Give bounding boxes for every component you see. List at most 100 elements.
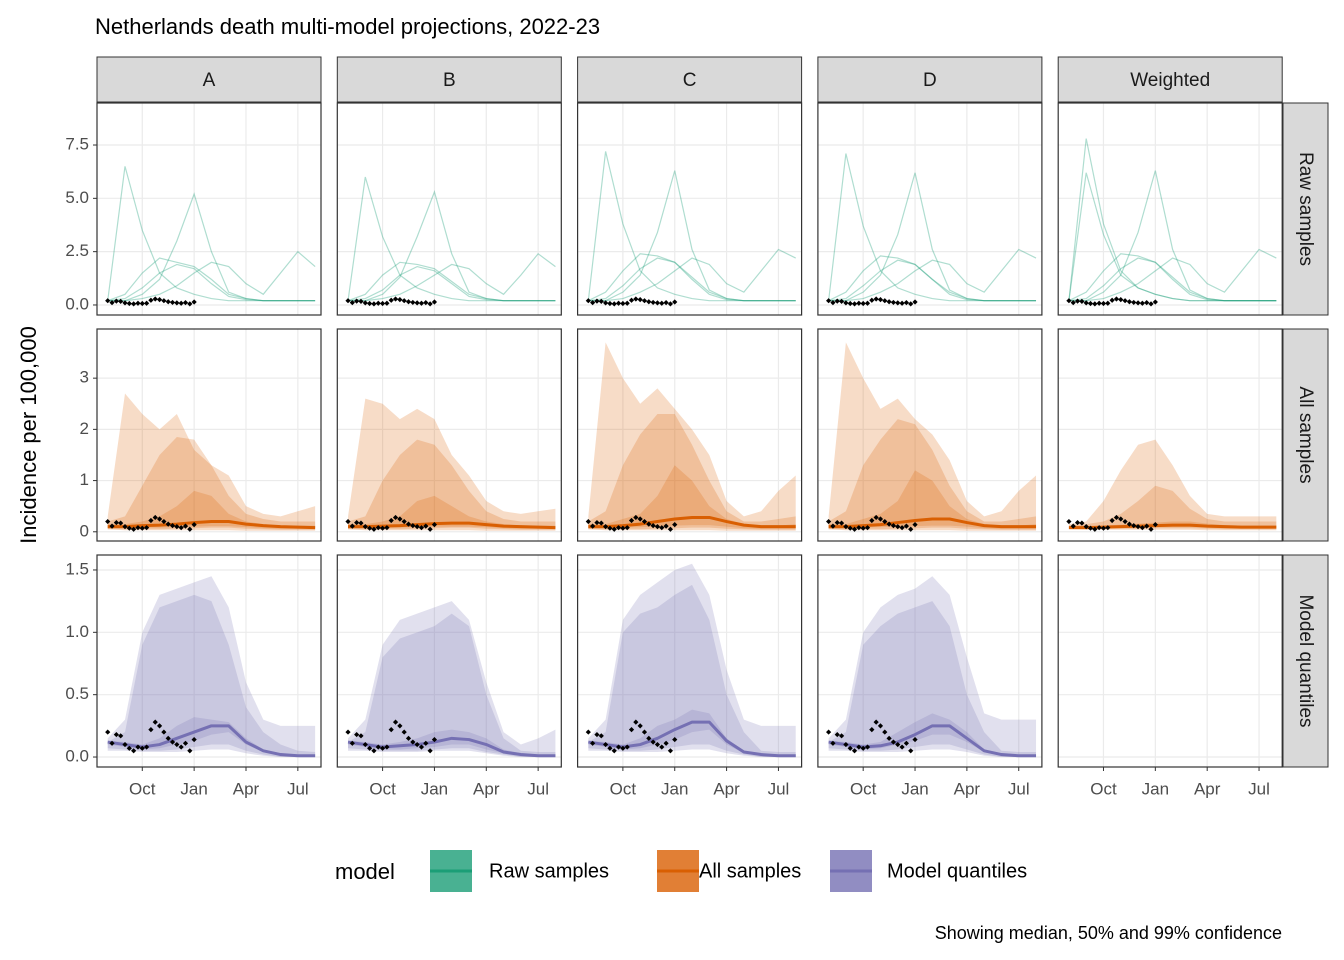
- observed-point: [860, 745, 866, 751]
- observed-point: [672, 299, 678, 305]
- observed-point: [144, 744, 150, 750]
- observed-point: [663, 740, 669, 746]
- observed-point: [1109, 517, 1115, 524]
- observed-point: [405, 735, 412, 741]
- observed-point: [830, 300, 836, 306]
- legend-title: model: [335, 859, 395, 884]
- observed-point: [423, 523, 429, 529]
- confidence-band: [1068, 439, 1277, 531]
- panel-border: [336, 554, 562, 768]
- observed-point: [624, 300, 630, 306]
- observed-point: [899, 525, 905, 531]
- panel-background: [1058, 555, 1283, 767]
- observed-point: [165, 521, 171, 527]
- observed-point: [367, 300, 373, 307]
- observed-point: [615, 744, 622, 750]
- observed-point: [156, 723, 163, 729]
- observed-point: [1148, 526, 1154, 532]
- observed-point: [165, 735, 171, 741]
- panel: [817, 554, 1043, 768]
- observed-point: [882, 298, 888, 304]
- observed-point: [659, 525, 665, 531]
- y-tick-label: 1: [80, 470, 89, 489]
- legend-label: Model quantiles: [887, 860, 1027, 882]
- observed-point: [131, 526, 137, 532]
- observed-point: [405, 299, 412, 305]
- observed-point: [156, 516, 163, 522]
- observed-point: [122, 524, 128, 530]
- observed-point: [139, 300, 145, 307]
- observed-point: [105, 729, 111, 735]
- confidence-band: [588, 563, 796, 758]
- observed-point: [371, 748, 377, 754]
- observed-point: [118, 520, 124, 526]
- panel-border: [336, 328, 562, 542]
- observed-point: [843, 741, 849, 748]
- observed-point: [388, 726, 394, 733]
- sample-line: [107, 166, 316, 302]
- observed-point: [384, 744, 390, 750]
- observed-point: [1131, 523, 1137, 529]
- observed-point: [607, 745, 613, 751]
- observed-point: [633, 719, 639, 725]
- y-tick-label: 0: [80, 521, 89, 540]
- y-tick-label: 0.0: [65, 747, 89, 766]
- observed-point: [1144, 523, 1150, 529]
- observed-point: [620, 300, 626, 307]
- legend-item: Model quantiles: [830, 850, 1027, 892]
- observed-point: [139, 525, 145, 531]
- observed-point: [109, 300, 115, 306]
- observed-point: [375, 525, 381, 531]
- confidence-band: [107, 717, 316, 758]
- facet-strip: [577, 56, 803, 103]
- observed-point: [135, 525, 141, 531]
- observed-point: [869, 297, 875, 303]
- sample-line: [828, 153, 1037, 302]
- panel-data: [1066, 138, 1277, 307]
- observed-point: [379, 300, 386, 307]
- observed-point: [1139, 300, 1145, 306]
- confidence-band: [588, 465, 796, 529]
- panel: [96, 328, 322, 542]
- observed-point: [152, 719, 158, 725]
- observed-point: [882, 729, 888, 735]
- observed-point: [379, 525, 386, 531]
- observed-point: [174, 741, 180, 748]
- sample-line: [828, 259, 1037, 302]
- x-tick-label: Jul: [768, 779, 790, 798]
- facet-label: A: [203, 70, 216, 91]
- observed-point: [1122, 298, 1128, 304]
- panel-background: [817, 329, 1042, 541]
- observed-point: [864, 525, 871, 531]
- observed-point: [131, 748, 137, 754]
- observed-point: [418, 744, 425, 750]
- observed-point: [174, 300, 180, 306]
- panel-background: [337, 103, 562, 315]
- observed-point: [1083, 524, 1089, 530]
- observed-point: [598, 733, 604, 739]
- observed-point: [178, 525, 184, 531]
- observed-point: [646, 299, 652, 305]
- observed-point: [126, 525, 132, 531]
- observed-point: [161, 518, 167, 525]
- observed-point: [877, 297, 884, 303]
- observed-point: [388, 297, 394, 303]
- observed-point: [603, 300, 609, 306]
- y-axis-label: Incidence per 100,000: [16, 326, 41, 544]
- observed-point: [191, 299, 197, 305]
- observed-point: [174, 524, 180, 530]
- panel-data: [105, 576, 316, 758]
- observed-point: [148, 517, 154, 524]
- observed-point: [178, 300, 184, 306]
- observed-point: [899, 300, 905, 306]
- observed-point: [1126, 521, 1133, 527]
- panel-border: [817, 328, 1043, 542]
- legend-item: Raw samples: [430, 850, 609, 892]
- observed-point: [830, 740, 836, 746]
- observed-point: [899, 744, 905, 750]
- observed-point: [838, 298, 845, 304]
- observed-point: [654, 300, 661, 306]
- observed-point: [1096, 525, 1102, 531]
- x-tick-label: Oct: [369, 779, 396, 798]
- observed-point: [895, 300, 901, 306]
